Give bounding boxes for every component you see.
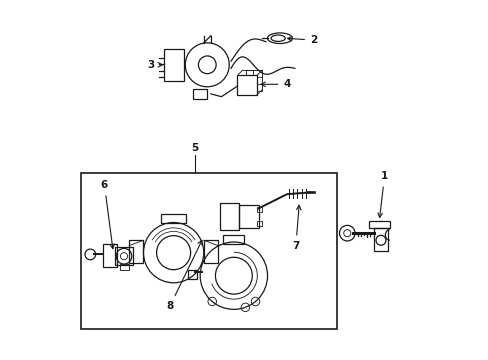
Bar — [373, 228, 387, 251]
Bar — [187, 270, 196, 279]
Bar — [256, 207, 262, 212]
Text: 5: 5 — [191, 143, 198, 153]
Bar — [237, 76, 256, 95]
Bar — [239, 205, 258, 228]
Text: 8: 8 — [166, 240, 202, 311]
Bar — [219, 203, 239, 230]
Bar — [161, 214, 185, 222]
Bar — [368, 221, 389, 228]
Text: 4: 4 — [261, 79, 290, 89]
Bar — [120, 264, 129, 270]
Bar — [115, 247, 133, 265]
Text: 1: 1 — [377, 171, 387, 217]
Bar — [163, 49, 183, 81]
Bar — [246, 70, 253, 76]
Bar — [102, 244, 117, 267]
Bar — [203, 240, 218, 263]
Bar — [223, 235, 244, 244]
Bar — [256, 221, 262, 226]
Bar — [81, 173, 336, 329]
Text: 3: 3 — [147, 60, 162, 70]
Bar — [193, 89, 207, 99]
Text: 2: 2 — [287, 35, 317, 45]
Text: 7: 7 — [292, 205, 300, 251]
Bar — [129, 240, 143, 263]
Text: 6: 6 — [101, 180, 114, 249]
